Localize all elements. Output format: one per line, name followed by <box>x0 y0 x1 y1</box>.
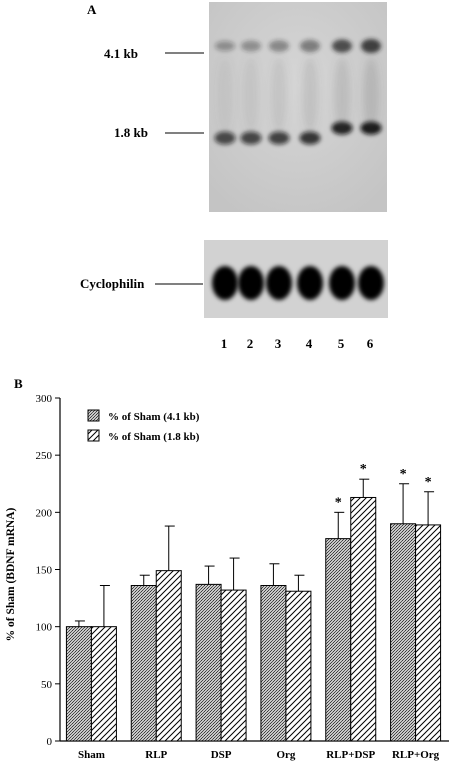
significance-marker: * <box>360 462 367 477</box>
smear <box>243 57 259 133</box>
cyclophilin-label: Cyclophilin <box>80 276 145 291</box>
smear <box>302 57 318 133</box>
band-cyclophilin <box>238 266 264 300</box>
band-4-1kb <box>300 39 320 53</box>
bar-1-8kb <box>285 590 312 742</box>
x-tick-label: Org <box>276 749 295 761</box>
y-tick-label: 200 <box>36 507 53 519</box>
legend-label: % of Sham (4.1 kb) <box>108 411 200 423</box>
band-4-1kb <box>269 40 289 52</box>
lane-number: 4 <box>306 336 313 351</box>
significance-marker: * <box>400 467 407 482</box>
legend-swatch <box>87 429 100 442</box>
bar-4-1kb <box>325 538 352 742</box>
band-cyclophilin <box>297 266 323 300</box>
bar-4-1kb <box>390 523 417 742</box>
x-axis: Sham RLP DSP Org RLP+DSP RLP+Org <box>60 740 449 761</box>
significance-marker: * <box>335 495 342 510</box>
x-tick-label: DSP <box>211 749 232 761</box>
bar-1-8kb <box>415 524 442 742</box>
lane-number: 1 <box>221 336 228 351</box>
band-cyclophilin <box>266 266 292 300</box>
lane-number: 3 <box>275 336 282 351</box>
panel-a-label: A <box>87 2 97 17</box>
y-axis: 0 50 100 150 200 250 300 <box>36 393 61 748</box>
smear <box>334 57 350 133</box>
bar-1-8kb <box>90 626 117 742</box>
y-tick-label: 300 <box>36 393 53 405</box>
blot-bands <box>214 39 382 145</box>
bars: * * * * <box>65 462 442 742</box>
legend-label: % of Sham (1.8 kb) <box>108 431 200 443</box>
lane-number: 6 <box>367 336 374 351</box>
lane-numbers: 1 2 3 4 5 6 <box>221 336 374 351</box>
bar-4-1kb <box>260 585 287 742</box>
x-tick-label: RLP+Org <box>392 749 440 761</box>
legend: % of Sham (4.1 kb) % of Sham (1.8 kb) <box>87 409 200 443</box>
smear <box>217 57 233 133</box>
band-4-1kb <box>241 40 261 52</box>
bar-4-1kb <box>65 626 92 742</box>
band-1-8kb <box>268 131 290 145</box>
band-1-8kb <box>299 131 321 145</box>
y-tick-label: 100 <box>36 622 53 634</box>
x-tick-label: RLP <box>145 749 167 761</box>
band-1-8kb <box>240 131 262 145</box>
legend-swatch <box>87 409 100 422</box>
y-axis-label: % of Sham (BDNF mRNA) <box>5 507 17 641</box>
lane-number: 5 <box>338 336 345 351</box>
smear <box>363 57 379 133</box>
band-4-1kb <box>361 39 381 53</box>
bar-chart: 0 50 100 150 200 250 300 Sham RLP DSP Org RLP+DSP R… <box>5 393 449 761</box>
band-4-1kb <box>332 39 352 53</box>
band-cyclophilin <box>212 266 238 300</box>
northern-blot <box>209 2 387 212</box>
x-tick-label: RLP+DSP <box>326 749 375 761</box>
y-tick-label: 250 <box>36 450 53 462</box>
y-tick-label: 50 <box>41 679 53 691</box>
bar-1-8kb <box>350 496 377 742</box>
significance-marker: * <box>425 475 432 490</box>
band-cyclophilin <box>358 266 384 300</box>
y-tick-label: 150 <box>36 565 53 577</box>
smear <box>271 57 287 133</box>
y-tick-label: 0 <box>47 736 53 748</box>
x-tick-label: Sham <box>78 749 105 761</box>
panel-b-label: B <box>14 376 23 391</box>
band-1-8kb <box>214 131 236 145</box>
marker-4-1kb-label: 4.1 kb <box>104 46 138 61</box>
lane-number: 2 <box>247 336 254 351</box>
band-4-1kb <box>215 41 235 51</box>
band-cyclophilin <box>329 266 355 300</box>
cyclophilin-bands <box>212 266 384 300</box>
bar-4-1kb <box>130 585 157 742</box>
marker-1-8kb-label: 1.8 kb <box>114 125 148 140</box>
bar-1-8kb <box>220 589 247 742</box>
bar-1-8kb <box>155 570 182 742</box>
bar-4-1kb <box>195 583 222 742</box>
